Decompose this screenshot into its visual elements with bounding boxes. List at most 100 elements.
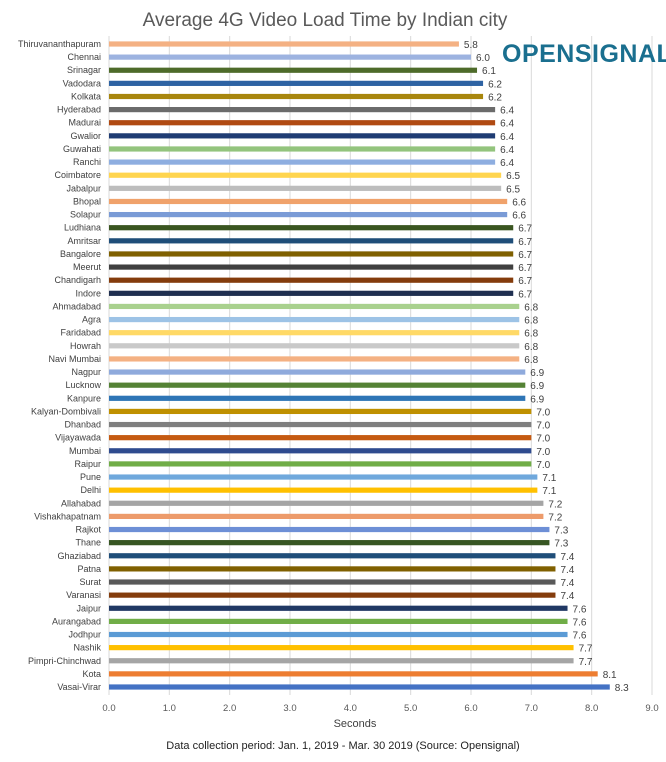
data-label: 6.8 bbox=[524, 302, 538, 313]
bar bbox=[109, 290, 514, 296]
category-label: Thane bbox=[75, 538, 101, 548]
bar bbox=[109, 172, 502, 178]
category-label: Kanpure bbox=[67, 393, 101, 403]
category-label: Madurai bbox=[68, 118, 101, 128]
x-tick-label: 6.0 bbox=[464, 703, 477, 714]
bar bbox=[109, 658, 574, 664]
data-label: 7.0 bbox=[536, 460, 550, 471]
data-label: 6.9 bbox=[530, 368, 544, 379]
category-label: Vijayawada bbox=[55, 433, 101, 443]
data-label: 7.3 bbox=[554, 526, 568, 537]
data-label: 7.1 bbox=[542, 473, 556, 484]
data-label: 6.7 bbox=[518, 289, 532, 300]
data-label: 7.2 bbox=[548, 499, 562, 510]
x-axis-label: Seconds bbox=[334, 718, 377, 730]
category-label: Nagpur bbox=[71, 367, 101, 377]
data-label: 8.1 bbox=[603, 670, 617, 681]
category-label: Vishakhapatnam bbox=[34, 511, 101, 521]
category-label: Coimbatore bbox=[54, 170, 101, 180]
data-label: 6.2 bbox=[488, 92, 502, 103]
category-label: Ghaziabad bbox=[57, 551, 101, 561]
bar bbox=[109, 67, 478, 73]
category-label: Howrah bbox=[70, 341, 101, 351]
bar bbox=[109, 356, 520, 362]
category-label: Nashik bbox=[73, 643, 101, 653]
category-label: Ahmadabad bbox=[52, 301, 101, 311]
bar bbox=[109, 645, 574, 651]
bar bbox=[109, 618, 568, 624]
data-label: 6.8 bbox=[524, 329, 538, 340]
bar bbox=[109, 93, 484, 100]
category-label: Kalyan-Dombivali bbox=[31, 406, 101, 416]
bar bbox=[109, 303, 520, 310]
bar bbox=[109, 107, 496, 113]
data-label: 7.0 bbox=[536, 421, 550, 432]
category-label: Amritsar bbox=[68, 236, 102, 246]
data-label: 6.5 bbox=[506, 184, 520, 195]
data-label: 6.7 bbox=[518, 276, 532, 287]
bar bbox=[109, 198, 508, 205]
data-label: 7.6 bbox=[573, 617, 587, 628]
bar bbox=[109, 408, 532, 415]
bar bbox=[109, 343, 520, 349]
bar bbox=[109, 566, 556, 572]
category-label: Indore bbox=[75, 288, 101, 298]
bar bbox=[109, 553, 556, 559]
data-label: 7.4 bbox=[560, 565, 574, 576]
x-axis-ticks: 0.0 1.0 2.0 3.0 4.0 5.0 6.0 7.0 8.0 9.0 bbox=[102, 703, 658, 714]
bar bbox=[109, 225, 514, 231]
category-label: Surat bbox=[79, 577, 101, 587]
category-label: Bhopal bbox=[73, 196, 101, 206]
category-label: Srinagar bbox=[67, 65, 101, 75]
bar bbox=[109, 448, 532, 454]
data-label: 6.1 bbox=[482, 66, 496, 77]
logo-text: OPENSIGNAL bbox=[502, 40, 666, 68]
data-label: 7.1 bbox=[542, 486, 556, 497]
data-label: 6.7 bbox=[518, 263, 532, 274]
x-tick-label: 0.0 bbox=[102, 703, 115, 714]
data-label: 6.2 bbox=[488, 79, 502, 90]
category-label: Varanasi bbox=[66, 590, 101, 600]
bar bbox=[109, 133, 496, 139]
category-label: Lucknow bbox=[65, 380, 101, 390]
category-label: Rajkot bbox=[75, 525, 101, 535]
bar bbox=[109, 211, 508, 218]
data-label: 7.7 bbox=[579, 657, 593, 668]
bar bbox=[109, 159, 496, 165]
chart-title: Average 4G Video Load Time by Indian cit… bbox=[143, 10, 508, 31]
data-label: 6.5 bbox=[506, 171, 520, 182]
bar bbox=[109, 369, 526, 375]
data-label: 6.4 bbox=[500, 145, 514, 156]
x-tick-label: 8.0 bbox=[585, 703, 598, 714]
gridlines bbox=[108, 36, 653, 695]
bar bbox=[109, 120, 496, 126]
category-label: Guwahati bbox=[63, 144, 101, 154]
category-label: Delhi bbox=[80, 485, 101, 495]
data-label: 6.8 bbox=[524, 316, 538, 327]
bar bbox=[109, 54, 471, 60]
data-label: 7.6 bbox=[573, 604, 587, 615]
bar bbox=[109, 251, 514, 257]
data-label: 7.4 bbox=[560, 591, 574, 602]
data-label: 7.0 bbox=[536, 434, 550, 445]
data-label: 6.7 bbox=[518, 224, 532, 235]
data-label: 7.7 bbox=[579, 644, 593, 655]
bar bbox=[109, 579, 556, 585]
x-tick-label: 3.0 bbox=[283, 703, 296, 714]
data-label: 6.0 bbox=[476, 53, 490, 64]
category-label: Jabalpur bbox=[66, 183, 101, 193]
x-tick-label: 9.0 bbox=[645, 703, 658, 714]
category-label: Vasai-Virar bbox=[57, 682, 101, 692]
data-label: 6.8 bbox=[524, 355, 538, 366]
data-label: 7.6 bbox=[573, 631, 587, 642]
category-label: Allahabad bbox=[61, 498, 101, 508]
category-label: Aurangabad bbox=[52, 616, 101, 626]
data-label: 6.6 bbox=[512, 211, 526, 222]
data-label: 6.4 bbox=[500, 158, 514, 169]
bars: Thiruvananthapuram 5.8 Chennai 6.0 Srinagar 6… bbox=[18, 39, 629, 694]
category-label: Navi Mumbai bbox=[48, 354, 101, 364]
bar bbox=[109, 146, 496, 152]
category-label: Bangalore bbox=[60, 249, 101, 259]
bar bbox=[109, 671, 598, 677]
category-label: Thiruvananthapuram bbox=[18, 39, 101, 49]
